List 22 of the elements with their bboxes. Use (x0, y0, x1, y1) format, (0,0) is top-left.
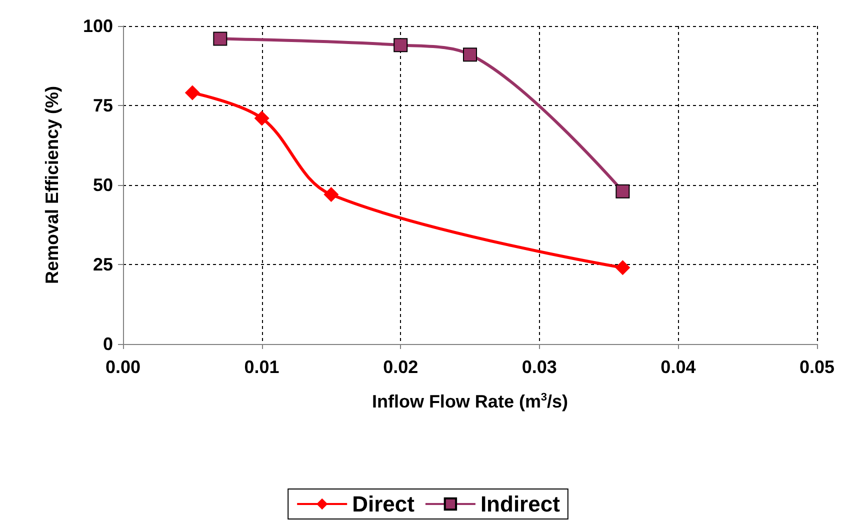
y-tick-label: 25 (92, 254, 113, 274)
point (324, 187, 339, 202)
point (254, 110, 270, 126)
point (394, 38, 408, 52)
x-tick-label: 0.02 (383, 357, 418, 377)
y-tick-label: 0 (102, 334, 113, 354)
x-tick-label: 0.03 (522, 357, 557, 377)
point (184, 85, 200, 100)
x-tick-label: 0.04 (660, 357, 696, 377)
legend-label: Indirect (480, 492, 561, 516)
y-tick-label: 75 (92, 96, 113, 116)
point (463, 48, 477, 62)
x-tick-label: 0.01 (244, 357, 280, 377)
point (213, 32, 228, 46)
point (615, 260, 630, 276)
x-tick-label: 0.00 (105, 357, 141, 377)
x-tick-label: 0.05 (799, 357, 835, 377)
legend-label: Direct (352, 492, 416, 516)
y-axis-title: Removal Efficiency (%) (42, 86, 62, 284)
y-tick-label: 100 (82, 16, 113, 36)
y-tick-label: 50 (92, 175, 113, 195)
point (616, 184, 630, 198)
